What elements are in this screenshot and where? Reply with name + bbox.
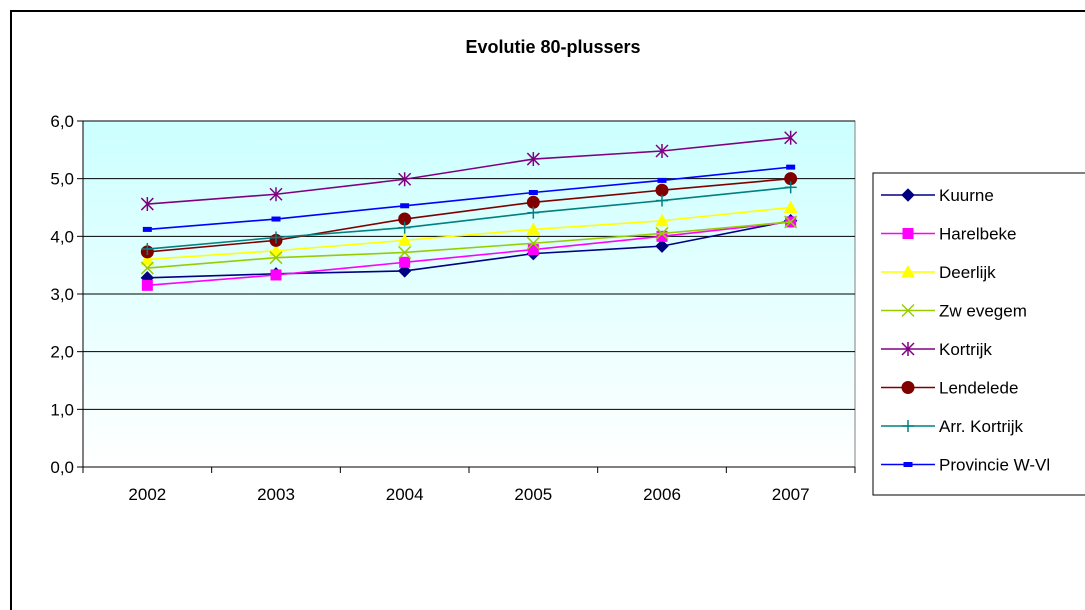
- legend-marker: [902, 420, 914, 432]
- data-point-provincie-w-vl: [142, 226, 152, 232]
- series-line-provincie-w-vl: [147, 166, 791, 231]
- data-point-arr-kortrijk: [784, 181, 797, 194]
- data-point-deerlijk: [140, 252, 155, 265]
- legend-item: Deerlijk: [881, 263, 996, 282]
- data-point-kortrijk: [655, 143, 669, 158]
- data-point-kortrijk: [140, 197, 154, 212]
- legend-item: Provincie W-Vl: [881, 456, 1050, 475]
- data-point-harelbeke: [141, 279, 153, 291]
- data-point-kuurne: [655, 239, 669, 253]
- data-point-kortrijk: [398, 172, 412, 187]
- data-point-provincie-w-vl: [657, 177, 667, 183]
- data-point-zw-evegem: [398, 245, 412, 260]
- data-point-zw-evegem: [784, 215, 798, 229]
- data-point-zw-evegem: [526, 236, 540, 250]
- series-line-kuurne: [147, 219, 791, 279]
- data-point-arr-kortrijk: [656, 194, 668, 207]
- legend-label: Kortrijk: [939, 340, 992, 359]
- data-point-provincie-w-vl: [786, 164, 796, 170]
- y-tick-label: 4,0: [50, 227, 74, 246]
- y-tick-label: 3,0: [50, 285, 74, 304]
- data-point-provincie-w-vl: [400, 203, 410, 209]
- legend-label: Zw evegem: [939, 302, 1027, 321]
- legend-marker: [901, 264, 915, 278]
- data-point-kortrijk: [784, 130, 798, 145]
- legend-item: Harelbeke: [881, 225, 1017, 244]
- legend-marker: [901, 188, 915, 202]
- x-tick-label: 2003: [257, 485, 295, 504]
- legend: Kuurne Harelbeke Deerlijk Zw evegem Kortrijk…: [872, 172, 1085, 496]
- data-point-lendelede: [526, 195, 540, 209]
- legend-item: Zw evegem: [881, 302, 1027, 321]
- legend-item: Kortrijk: [881, 340, 992, 359]
- data-point-arr-kortrijk: [527, 206, 540, 219]
- data-point-zw-evegem: [140, 261, 154, 275]
- legend-marker: [902, 228, 914, 239]
- series-line-arr-kortrijk: [147, 186, 791, 250]
- data-point-kortrijk: [269, 187, 283, 202]
- data-point-arr-kortrijk: [398, 221, 411, 234]
- data-point-deerlijk: [783, 200, 798, 213]
- y-tick-label: 1,0: [50, 400, 74, 419]
- series-line-lendelede: [147, 177, 791, 253]
- data-point-kuurne: [397, 264, 412, 278]
- legend-label: Lendelede: [939, 379, 1018, 398]
- legend-marker: [901, 342, 915, 356]
- data-point-arr-kortrijk: [270, 231, 282, 244]
- data-point-deerlijk: [655, 213, 669, 227]
- data-point-lendelede: [655, 183, 669, 197]
- series-line-harelbeke: [147, 221, 791, 287]
- legend-box: [872, 172, 1085, 496]
- legend-label: Deerlijk: [939, 263, 996, 282]
- series-line-deerlijk: [147, 206, 791, 261]
- data-point-harelbeke: [399, 256, 411, 268]
- y-tick-label: 5,0: [50, 170, 74, 189]
- y-tick-label: 6,0: [50, 112, 74, 131]
- legend-label: Arr. Kortrijk: [939, 417, 1024, 436]
- data-point-harelbeke: [270, 269, 282, 281]
- legend-marker: [903, 462, 913, 467]
- y-tick-label: 0,0: [50, 458, 74, 477]
- data-point-provincie-w-vl: [528, 190, 538, 196]
- data-point-zw-evegem: [269, 251, 283, 265]
- legend-item: Arr. Kortrijk: [881, 417, 1024, 436]
- legend-marker: [901, 381, 915, 394]
- plot-area: 0,0 1,0 2,0 3,0 4,0 5,0 6,0 2002 2003 2004 2005 200…: [50, 112, 856, 504]
- data-point-harelbeke: [527, 244, 539, 256]
- series-line-zw-evegem: [147, 221, 791, 269]
- legend-item: Kuurne: [881, 186, 994, 205]
- data-point-kortrijk: [526, 152, 540, 167]
- legend-item: Lendelede: [881, 379, 1018, 398]
- y-tick-label: 2,0: [50, 343, 74, 362]
- data-point-arr-kortrijk: [141, 243, 154, 256]
- x-tick-label: 2004: [386, 485, 424, 504]
- legend-label: Harelbeke: [939, 225, 1017, 244]
- series-line-kortrijk: [147, 136, 791, 205]
- x-tick-label: 2007: [772, 485, 810, 504]
- legend-label: Provincie W-Vl: [939, 456, 1050, 475]
- legend-marker: [901, 303, 915, 318]
- data-point-zw-evegem: [655, 226, 669, 240]
- x-tick-label: 2005: [514, 485, 552, 504]
- chart-title: Evolutie 80-plussers: [465, 37, 640, 57]
- legend-label: Kuurne: [939, 186, 994, 205]
- data-point-deerlijk: [397, 233, 412, 246]
- x-tick-label: 2002: [128, 485, 166, 504]
- data-point-deerlijk: [526, 222, 541, 235]
- data-point-provincie-w-vl: [271, 216, 281, 222]
- x-tick-label: 2006: [643, 485, 681, 504]
- data-point-harelbeke: [656, 230, 668, 242]
- data-point-deerlijk: [269, 243, 283, 257]
